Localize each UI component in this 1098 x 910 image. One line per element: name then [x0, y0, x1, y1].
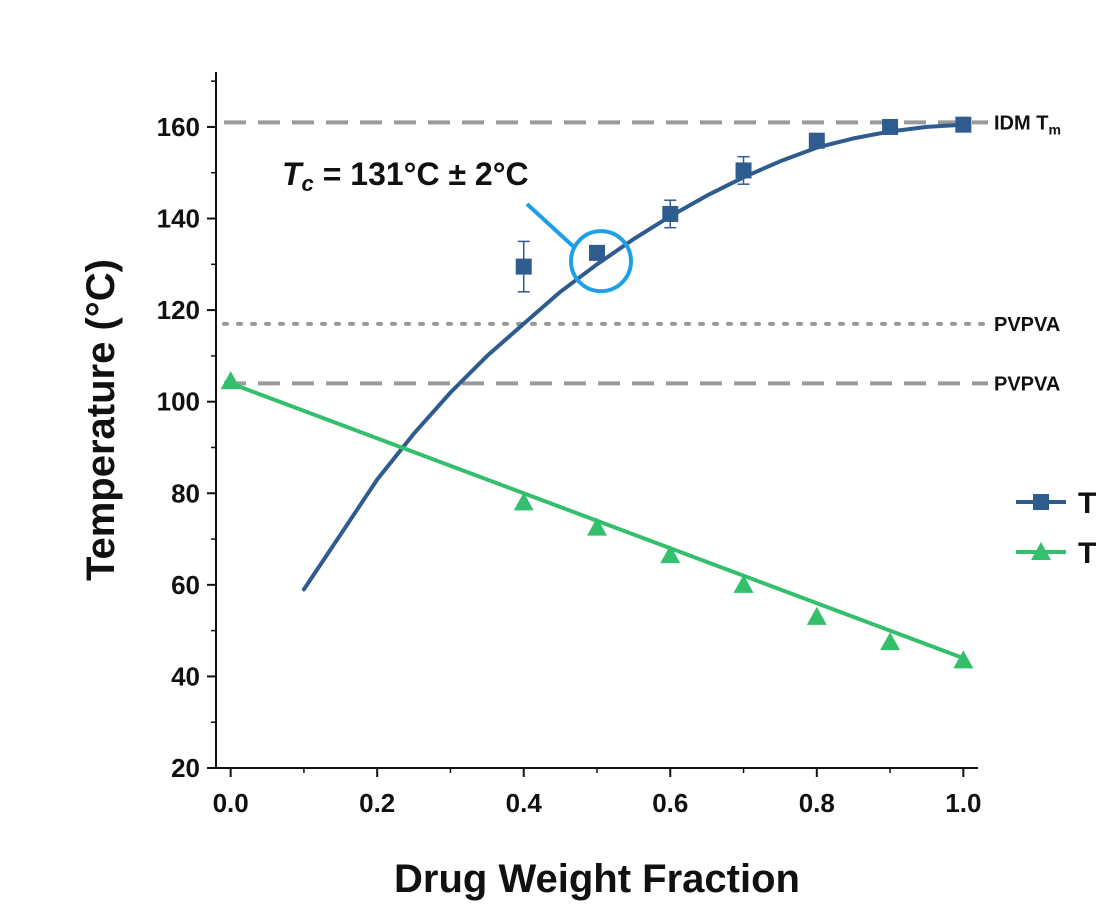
- y-tick-label: 120: [157, 295, 200, 325]
- data-point: [662, 205, 679, 222]
- y-tick-label: 140: [157, 204, 200, 234]
- x-axis-title: Drug Weight Fraction: [394, 857, 800, 901]
- data-point: [955, 116, 972, 133]
- annotation: Tc = 131°C ± 2°C: [282, 156, 633, 294]
- reference-lines: IDM Tm PVPVA PVPVA: [222, 112, 1061, 395]
- highlight-circle: [569, 229, 633, 294]
- data-point: [735, 162, 752, 179]
- data-point: [587, 517, 607, 536]
- y-tick-label: 40: [171, 661, 200, 691]
- legend-label: T: [1078, 537, 1096, 570]
- data-point: [953, 650, 974, 669]
- data-point: [733, 574, 754, 593]
- x-tick-label: 0.2: [359, 788, 395, 818]
- data-point: [806, 606, 827, 625]
- annotation-leader-line: [525, 202, 576, 249]
- x-tick-label: 0.8: [799, 788, 835, 818]
- series-tm: [301, 116, 972, 592]
- ticks: 0.0 0.2 0.4 0.6 0.8 1.0 20 40 60 80 100 120 140 160: [157, 80, 981, 818]
- x-tick-label: 0.0: [213, 788, 249, 818]
- legend: TT: [1016, 487, 1096, 570]
- data-point: [882, 118, 899, 135]
- series-fit-line: [301, 122, 966, 592]
- legend-entry: T: [1016, 487, 1096, 520]
- y-tick-label: 160: [157, 112, 200, 142]
- data-point: [808, 132, 825, 149]
- data-point: [660, 545, 681, 564]
- data-point: [515, 258, 532, 275]
- data-point: [589, 244, 605, 261]
- annotation-text: Tc = 131°C ± 2°C: [282, 156, 529, 196]
- legend-marker: [1033, 494, 1049, 510]
- y-tick-label: 100: [157, 387, 200, 417]
- x-tick-label: 0.4: [506, 788, 543, 818]
- y-axis-title: Temperature (°C): [79, 259, 123, 581]
- data-point: [880, 632, 901, 651]
- series-tg: [220, 371, 974, 669]
- y-tick-label: 80: [171, 478, 200, 508]
- x-tick-label: 0.6: [652, 788, 688, 818]
- reference-line-label: PVPVA: [994, 314, 1060, 336]
- reference-line-label: PVPVA: [994, 373, 1060, 395]
- x-tick-label: 1.0: [945, 788, 981, 818]
- y-tick-label: 20: [171, 753, 200, 783]
- series: [220, 116, 974, 669]
- reference-line-label: IDM Tm: [994, 112, 1061, 137]
- data-point: [220, 371, 241, 390]
- data-point: [513, 492, 534, 511]
- legend-marker: [1031, 542, 1051, 560]
- legend-label: T: [1078, 487, 1096, 520]
- legend-entry: T: [1016, 537, 1096, 570]
- y-tick-label: 60: [171, 570, 200, 600]
